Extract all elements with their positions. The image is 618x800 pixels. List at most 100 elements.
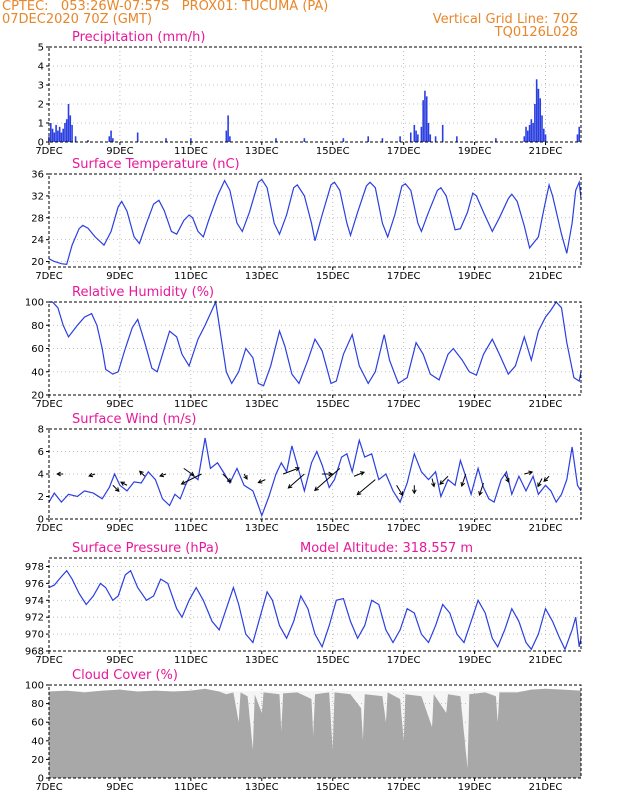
wind-arrow xyxy=(88,473,96,477)
precip-bar xyxy=(381,138,384,142)
precip-bar xyxy=(539,98,542,142)
wind-arrow-head xyxy=(226,478,232,483)
temp-title: Surface Temperature (nC) xyxy=(72,157,240,172)
wind-arrow-head xyxy=(88,472,94,478)
precip-bar xyxy=(532,123,534,142)
wind-arrow-head xyxy=(356,490,362,496)
wind-arrow xyxy=(258,479,266,484)
y-tick-label: 978 xyxy=(25,562,44,573)
precip-bar xyxy=(424,90,426,142)
precip-bar xyxy=(535,79,538,142)
cloud-panel: 0 20 40 60 80 100 7DEC 9DEC 11DEC 13DEC 15DEC 17DEC… xyxy=(25,668,582,793)
y-tick-label: 80 xyxy=(31,321,44,332)
x-tick-label: 11DEC xyxy=(174,271,208,282)
precip-bar xyxy=(420,126,423,142)
x-tick-label: 11DEC xyxy=(174,399,208,410)
y-tick-label: 972 xyxy=(25,613,44,624)
precip-bar xyxy=(64,123,66,142)
precip-bar xyxy=(136,132,139,142)
precip-frame xyxy=(48,46,582,143)
precip-bar xyxy=(227,115,229,142)
precip-bar xyxy=(523,136,526,142)
x-tick-label: 15DEC xyxy=(316,655,350,666)
wind-arrow-head xyxy=(314,486,319,492)
x-tick-label: 17DEC xyxy=(387,655,421,666)
x-tick-label: 13DEC xyxy=(245,523,279,534)
x-tick-label: 15DEC xyxy=(316,399,350,410)
pres-frame xyxy=(48,557,582,652)
x-tick-label: 9DEC xyxy=(106,399,133,410)
x-tick-label: 21DEC xyxy=(529,655,563,666)
precip-bar xyxy=(55,124,57,142)
precip-bar xyxy=(58,126,61,142)
precip-bar xyxy=(534,104,536,142)
precip-bar xyxy=(537,88,540,142)
x-tick-label: 9DEC xyxy=(106,655,133,666)
precip-bar xyxy=(225,130,228,142)
x-tick-label: 11DEC xyxy=(174,523,208,534)
wind-arrow-head xyxy=(189,471,195,476)
y-tick-label: 20 xyxy=(31,391,44,402)
x-tick-label: 11DEC xyxy=(174,782,208,793)
precip-bar xyxy=(413,124,416,142)
y-tick-label: 3 xyxy=(38,81,44,92)
wind-arrow-head xyxy=(439,480,444,485)
wind-arrow xyxy=(478,482,484,496)
x-tick-label: 13DEC xyxy=(245,271,279,282)
header-location: CPTEC: 053:26W-07:57S PROX01: TUCUMA (PA… xyxy=(2,0,329,14)
wind-arrow-head xyxy=(180,480,186,485)
x-tick-label: 21DEC xyxy=(529,523,563,534)
wind-arrow-head xyxy=(159,472,165,478)
precip-bar xyxy=(528,124,531,142)
precip-bar xyxy=(399,136,401,142)
x-tick-label: 7DEC xyxy=(35,146,62,157)
y-tick-label: 28 xyxy=(31,213,44,224)
y-tick-label: 80 xyxy=(31,699,44,710)
y-tick-label: 100 xyxy=(25,298,44,309)
y-tick-label: 976 xyxy=(25,579,44,590)
precip-bar xyxy=(527,130,529,142)
x-tick-label: 19DEC xyxy=(458,399,492,410)
temp-series-line xyxy=(48,178,582,265)
x-tick-label: 9DEC xyxy=(106,146,133,157)
wind-arrow-head xyxy=(114,487,120,492)
rh-title: Relative Humidity (%) xyxy=(72,285,214,300)
wind-arrow xyxy=(396,484,404,496)
x-tick-label: 7DEC xyxy=(35,523,62,534)
wind-arrow xyxy=(461,473,467,487)
x-tick-label: 17DEC xyxy=(387,523,421,534)
wind-frame xyxy=(48,428,582,520)
precip-bar xyxy=(229,136,231,142)
precip-bar xyxy=(429,134,432,142)
x-tick-label: 19DEC xyxy=(458,523,492,534)
y-tick-label: 0 xyxy=(38,515,44,526)
x-tick-label: 11DEC xyxy=(174,655,208,666)
wind-arrow xyxy=(181,473,202,485)
wind-arrow xyxy=(120,481,128,486)
y-tick-label: 970 xyxy=(25,630,44,641)
wind-arrow xyxy=(222,473,232,483)
precip-bar xyxy=(542,128,545,142)
precip-bar xyxy=(409,132,412,142)
wind-arrow xyxy=(356,479,376,496)
wind-arrow-head xyxy=(528,470,534,476)
x-tick-label: 9DEC xyxy=(106,271,133,282)
precip-bar xyxy=(427,123,430,142)
rh-panel: 20 40 60 80 100 7DEC 9DEC 11DEC 13DEC 15DEC 17DEC 1… xyxy=(25,285,582,410)
cloud-title: Cloud Cover (%) xyxy=(72,668,178,683)
precip-bar xyxy=(342,138,345,142)
wind-arrow-head xyxy=(56,471,61,477)
wind-arrow-head xyxy=(411,489,417,495)
x-tick-label: 9DEC xyxy=(106,523,133,534)
precip-bar xyxy=(87,140,89,142)
pres-series-line xyxy=(48,569,582,651)
x-tick-label: 17DEC xyxy=(387,399,421,410)
y-tick-label: 974 xyxy=(25,596,44,607)
y-tick-label: 8 xyxy=(38,425,44,436)
precip-bar xyxy=(51,128,54,142)
x-tick-label: 13DEC xyxy=(245,399,279,410)
x-tick-label: 13DEC xyxy=(245,655,279,666)
y-tick-label: 100 xyxy=(25,681,44,692)
precip-bar xyxy=(422,100,424,142)
